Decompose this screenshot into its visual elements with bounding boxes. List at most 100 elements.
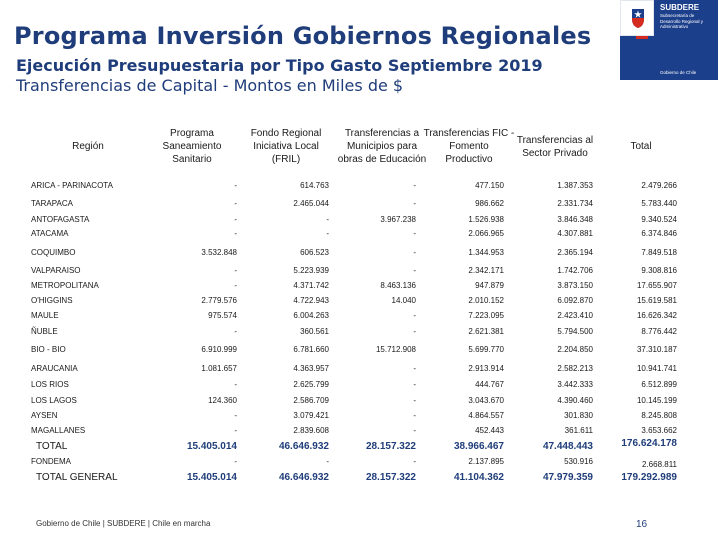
cell-c3: - (413, 396, 416, 405)
cell-c3: - (413, 229, 416, 238)
cell-c5: 47.979.359 (542, 472, 593, 483)
cell-c1: 124.360 (208, 396, 237, 405)
cell-c1: - (234, 199, 237, 208)
cell-c6: 3.653.662 (641, 426, 677, 435)
cell-c6: 16.626.342 (636, 311, 677, 320)
region-name: MAGALLANES (31, 426, 86, 435)
cell-c5: 361.611 (564, 426, 593, 435)
cell-c3: - (413, 266, 416, 275)
region-name: TOTAL GENERAL (36, 472, 118, 483)
cell-c1: 975.574 (208, 311, 237, 320)
cell-c5: 530.916 (564, 457, 593, 466)
cell-c6: 2.479.266 (641, 181, 677, 190)
cell-c6: 15.619.581 (636, 296, 677, 305)
cell-c1: - (234, 327, 237, 336)
cell-c4: 4.864.557 (468, 411, 504, 420)
cell-c2: - (326, 457, 329, 466)
region-name: FONDEMA (31, 457, 71, 466)
page-title: Programa Inversión Gobiernos Regionales (14, 22, 592, 50)
cell-c4: 986.662 (475, 199, 504, 208)
cell-c2: 46.646.932 (278, 472, 329, 483)
cell-c1: 15.405.014 (186, 441, 237, 452)
cell-c1: - (234, 181, 237, 190)
cell-c2: 3.079.421 (293, 411, 329, 420)
cell-c6: 9.308.816 (641, 266, 677, 275)
cell-c3: 28.157.322 (365, 441, 416, 452)
cell-c5: 2.582.213 (557, 364, 593, 373)
cell-c1: 6.910.999 (201, 345, 237, 354)
cell-c2: - (326, 215, 329, 224)
cell-c6: 2.668.811 (642, 460, 677, 469)
cell-c4: 2.137.895 (468, 457, 504, 466)
header-educacion: Transferencias a Municipios para obras d… (337, 128, 427, 165)
region-name: METROPOLITANA (31, 281, 99, 290)
region-name: TARAPACA (31, 199, 73, 208)
subdere-logo: SUBDERE Subsecretaría de Desarrollo Regi… (620, 0, 718, 80)
cell-c2: 4.363.957 (293, 364, 329, 373)
cell-c2: 4.371.742 (293, 281, 329, 290)
cell-c4: 38.966.467 (453, 441, 504, 452)
region-name: LOS LAGOS (31, 396, 77, 405)
cell-c4: 2.913.914 (468, 364, 504, 373)
cell-c1: 15.405.014 (186, 472, 237, 483)
cell-c5: 47.448.443 (542, 441, 593, 452)
cell-c5: 3.442.333 (557, 380, 593, 389)
cell-c6: 179.292.989 (621, 472, 677, 483)
cell-c6: 17.655.907 (636, 281, 677, 290)
cell-c3: - (413, 411, 416, 420)
chile-coat-of-arms-icon (632, 9, 644, 28)
cell-c3: - (413, 327, 416, 336)
cell-c5: 5.794.500 (557, 327, 593, 336)
cell-c4: 5.699.770 (468, 345, 504, 354)
cell-c4: 1.344.953 (468, 248, 504, 257)
region-name: MAULE (31, 311, 59, 320)
cell-c2: 4.722.943 (293, 296, 329, 305)
cell-c2: 606.523 (300, 248, 329, 257)
region-name: BIO - BIO (31, 345, 66, 354)
cell-c4: 2.066.965 (468, 229, 504, 238)
logo-blue-stripe (626, 36, 636, 39)
logo-red-stripe (626, 36, 648, 39)
cell-c6: 8.245.808 (641, 411, 677, 420)
cell-c5: 1.742.706 (557, 266, 593, 275)
cell-c5: 2.423.410 (557, 311, 593, 320)
cell-c3: 15.712.908 (375, 345, 416, 354)
region-name: ANTOFAGASTA (31, 215, 90, 224)
cell-c4: 444.767 (475, 380, 504, 389)
header-privado: Transferencias al Sector Privado (516, 135, 594, 159)
cell-c1: 3.532.848 (201, 248, 237, 257)
footer-text: Gobierno de Chile | SUBDERE | Chile en m… (36, 519, 211, 528)
cell-c6: 8.776.442 (641, 327, 677, 336)
region-name: ARICA - PARINACOTA (31, 181, 113, 190)
header-region: Región (72, 141, 104, 152)
region-name: ARAUCANIA (31, 364, 78, 373)
cell-c5: 6.092.870 (557, 296, 593, 305)
header-total: Total (630, 141, 652, 152)
page-subtitle-units: Transferencias de Capital - Montos en Mi… (16, 76, 404, 95)
cell-c3: - (413, 181, 416, 190)
cell-c3: 8.463.136 (380, 281, 416, 290)
cell-c1: - (234, 281, 237, 290)
cell-c1: - (234, 229, 237, 238)
cell-c1: - (234, 380, 237, 389)
cell-c6: 6.512.899 (641, 380, 677, 389)
cell-c6: 5.783.440 (641, 199, 677, 208)
region-name: ÑUBLE (31, 327, 58, 336)
cell-c1: - (234, 266, 237, 275)
cell-c3: 14.040 (391, 296, 416, 305)
page-subtitle: Ejecución Presupuestaria por Tipo Gasto … (16, 56, 543, 75)
cell-c5: 4.307.881 (557, 229, 593, 238)
cell-c3: - (413, 364, 416, 373)
cell-c4: 7.223.095 (468, 311, 504, 320)
cell-c2: - (326, 229, 329, 238)
cell-c3: - (413, 457, 416, 466)
cell-c1: - (234, 215, 237, 224)
cell-c1: 2.779.576 (201, 296, 237, 305)
cell-c3: - (413, 311, 416, 320)
cell-c4: 477.150 (475, 181, 504, 190)
cell-c4: 947.879 (475, 281, 504, 290)
region-name: COQUIMBO (31, 248, 76, 257)
cell-c3: - (413, 248, 416, 257)
header-saneamiento: Programa Saneamiento Sanitario (162, 128, 222, 165)
cell-c2: 360.561 (300, 327, 329, 336)
